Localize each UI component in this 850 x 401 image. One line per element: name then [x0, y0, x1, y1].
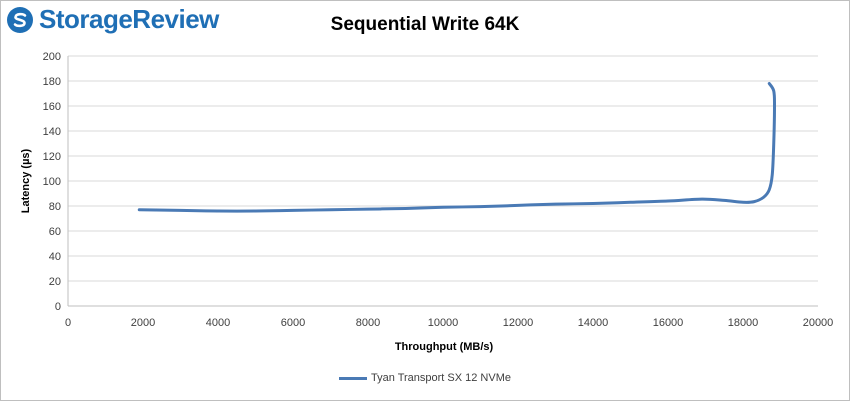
y-tick-label: 100 [43, 176, 61, 188]
y-tick-label: 20 [49, 276, 61, 288]
y-tick-label: 160 [43, 101, 61, 113]
logo-wordmark: StorageReview [39, 4, 219, 34]
y-tick-label: 120 [43, 151, 61, 163]
y-tick-label: 0 [55, 301, 61, 313]
series-line [137, 82, 777, 213]
y-tick-label: 180 [43, 76, 61, 88]
y-tick-label: 60 [49, 226, 61, 238]
x-tick-label: 14000 [578, 317, 609, 329]
y-tick-label: 40 [49, 251, 61, 263]
storagereview-logo-icon [7, 6, 33, 33]
x-tick-label: 6000 [281, 317, 305, 329]
x-axis-title: Throughput (MB/s) [395, 341, 494, 353]
chart-legend: Tyan Transport SX 12 NVMe [0, 372, 850, 384]
legend-swatch [338, 376, 367, 380]
x-tick-label: 12000 [503, 317, 534, 329]
x-tick-label: 16000 [653, 317, 684, 329]
x-tick-label: 10000 [428, 317, 459, 329]
y-tick-label: 140 [43, 126, 61, 138]
y-tick-label: 200 [43, 51, 61, 63]
x-tick-label: 2000 [131, 317, 155, 329]
chart-title: Sequential Write 64K [330, 14, 520, 35]
x-tick-label: 4000 [206, 317, 230, 329]
y-tick-label: 80 [49, 201, 61, 213]
x-tick-label: 20000 [803, 317, 834, 329]
storagereview-logo: StorageReview [6, 4, 219, 35]
legend-label: Tyan Transport SX 12 NVMe [370, 372, 511, 384]
x-tick-label: 0 [65, 317, 71, 329]
x-tick-label: 18000 [728, 317, 759, 329]
x-tick-label: 8000 [356, 317, 380, 329]
y-axis-title: Latency (µs) [20, 148, 32, 213]
